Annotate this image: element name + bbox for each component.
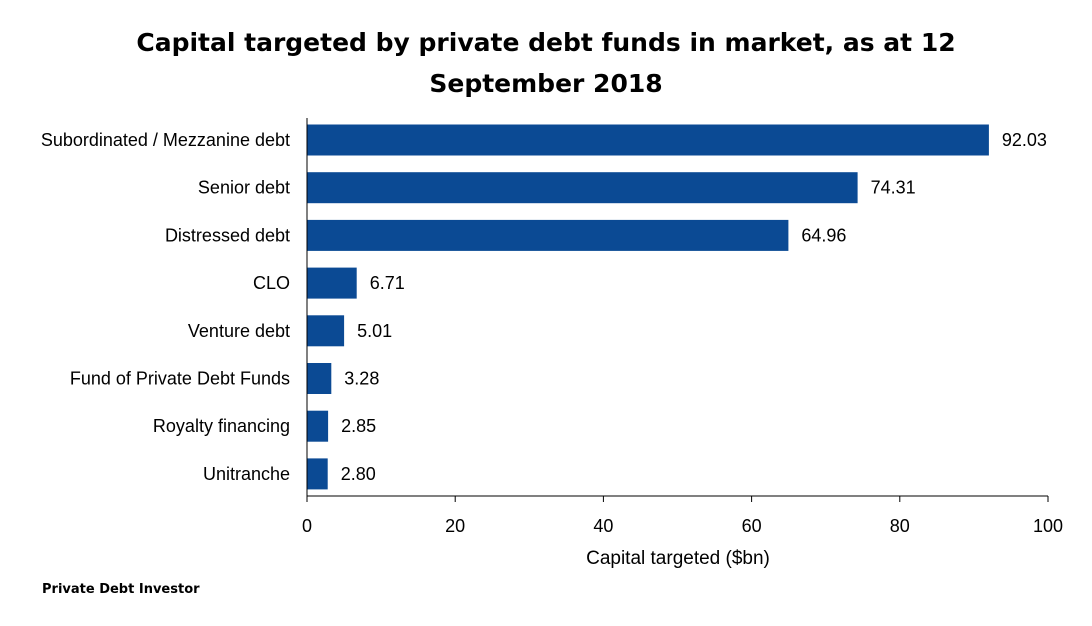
category-label: Senior debt: [198, 178, 290, 198]
bar: [307, 315, 345, 347]
x-axis: 0 20 40 60 80 100: [302, 118, 1063, 536]
bar: [307, 172, 858, 204]
source-note: Private Debt Investor: [42, 582, 200, 597]
x-tick-label: 40: [593, 516, 613, 536]
bar: [307, 363, 332, 394]
data-label: 3.28: [344, 369, 379, 389]
data-label: 6.71: [370, 273, 405, 293]
data-label: 2.85: [341, 416, 376, 436]
bar: [307, 410, 329, 442]
chart-title-line-1: Capital targeted by private debt funds i…: [136, 28, 956, 57]
category-label: Fund of Private Debt Funds: [70, 369, 290, 389]
bar: [307, 219, 789, 251]
x-tick-label: 0: [302, 516, 312, 536]
x-tick-label: 20: [445, 516, 465, 536]
data-label: 64.96: [801, 225, 846, 245]
category-label: Royalty financing: [153, 416, 290, 436]
category-label: Subordinated / Mezzanine debt: [41, 130, 290, 150]
x-tick-label: 60: [742, 516, 762, 536]
x-tick-label: 100: [1033, 516, 1063, 536]
data-label: 74.31: [871, 178, 916, 198]
bar: [307, 124, 989, 156]
data-label: 5.01: [357, 321, 392, 341]
category-label: Unitranche: [203, 464, 290, 484]
bars-layer: [307, 124, 989, 490]
category-label: CLO: [253, 273, 290, 293]
x-tick-label: 80: [890, 516, 910, 536]
data-label: 92.03: [1002, 130, 1047, 150]
chart-title-line-2: September 2018: [429, 69, 663, 98]
bar: [307, 267, 357, 299]
x-axis-title: Capital targeted ($bn): [586, 548, 770, 569]
category-label: Venture debt: [188, 321, 290, 341]
bar: [307, 458, 328, 490]
data-label: 2.80: [341, 464, 376, 484]
category-label: Distressed debt: [165, 225, 290, 245]
chart-title: Capital targeted by private debt funds i…: [0, 22, 1092, 104]
labels-layer: Subordinated / Mezzanine debt 92.03 Senior…: [41, 130, 1047, 484]
